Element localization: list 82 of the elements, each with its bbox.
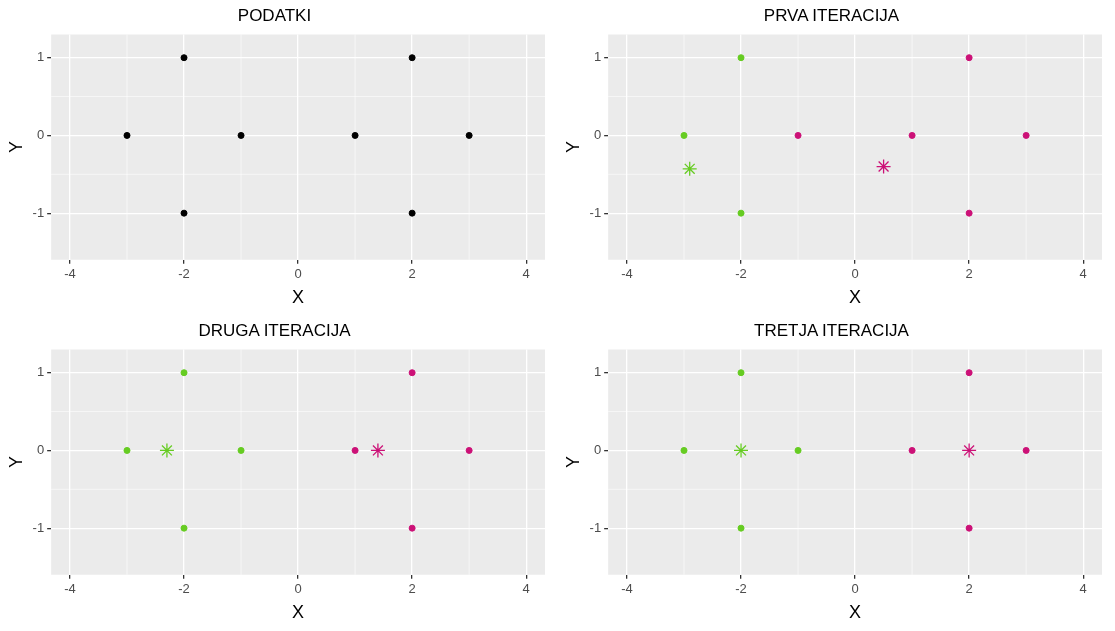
point	[737, 524, 745, 532]
x-tick-label: -2	[178, 266, 190, 282]
x-tick-label: -2	[735, 581, 747, 597]
x-tick-label: -4	[64, 266, 76, 282]
point	[180, 524, 188, 532]
x-tick-label: -4	[621, 581, 633, 597]
point	[737, 54, 745, 62]
x-axis-title: X	[292, 287, 305, 308]
y-tick-label: 0	[593, 127, 602, 143]
x-tick-label: -4	[621, 266, 633, 282]
point	[682, 161, 698, 177]
point	[123, 446, 131, 454]
point	[965, 369, 973, 377]
x-tick-label: 2	[408, 581, 416, 597]
y-axis-title: Y	[5, 456, 26, 469]
point	[159, 442, 175, 459]
y-axis-title: Y	[562, 141, 583, 154]
chart-title: DRUGA ITERACIJA	[198, 320, 352, 340]
x-tick-label: 4	[1079, 581, 1087, 597]
y-tick-label: 1	[593, 364, 602, 380]
x-tick-label: 0	[851, 581, 859, 597]
point	[465, 131, 473, 139]
point	[737, 369, 745, 377]
y-tick-label: -1	[32, 204, 45, 220]
x-tick-label: -2	[178, 581, 190, 597]
y-tick-label: 0	[593, 442, 602, 458]
x-tick-label: 4	[522, 581, 530, 597]
point	[908, 446, 916, 454]
point	[680, 446, 688, 454]
x-axis-title: X	[849, 287, 862, 308]
chart-title: TRETJA ITERACIJA	[754, 320, 910, 340]
x-tick-label: -2	[735, 266, 747, 282]
point	[408, 524, 416, 532]
y-tick-label: -1	[589, 204, 602, 220]
x-tick-label: 4	[1079, 266, 1087, 282]
y-tick-label: 1	[36, 364, 45, 380]
point	[794, 446, 802, 454]
point	[408, 54, 416, 62]
point	[180, 209, 188, 217]
x-tick-label: 2	[408, 266, 416, 282]
y-tick-label: 0	[36, 442, 45, 458]
point	[961, 442, 977, 459]
y-tick-label: 1	[593, 49, 602, 65]
point	[794, 131, 802, 139]
point	[351, 131, 359, 139]
point	[465, 446, 473, 454]
x-tick-label: 2	[965, 581, 973, 597]
point	[180, 369, 188, 377]
y-tick-label: -1	[589, 519, 602, 535]
point	[237, 446, 245, 454]
point	[908, 131, 916, 139]
point	[1022, 446, 1030, 454]
x-tick-label: 0	[294, 581, 302, 597]
y-tick-label: -1	[32, 519, 45, 535]
point	[733, 442, 749, 459]
point	[408, 369, 416, 377]
chart-title: PRVA ITERACIJA	[763, 5, 900, 25]
y-tick-label: 0	[36, 127, 45, 143]
point	[408, 209, 416, 217]
point	[237, 131, 245, 139]
y-axis-title: Y	[5, 141, 26, 154]
point	[1022, 131, 1030, 139]
point	[123, 131, 131, 139]
x-tick-label: -4	[64, 581, 76, 597]
point	[875, 158, 892, 175]
point	[680, 131, 688, 139]
y-axis-title: Y	[562, 456, 583, 469]
point	[737, 209, 745, 217]
point	[965, 209, 973, 217]
point	[351, 446, 359, 454]
x-tick-label: 0	[851, 266, 859, 282]
y-tick-label: 1	[36, 49, 45, 65]
x-axis-title: X	[849, 602, 862, 623]
point	[965, 54, 973, 62]
point	[180, 54, 188, 62]
x-tick-label: 2	[965, 266, 973, 282]
x-tick-label: 0	[294, 266, 302, 282]
point	[965, 524, 973, 532]
x-axis-title: X	[292, 602, 305, 623]
chart-title: PODATKI	[237, 5, 312, 25]
point	[370, 442, 386, 459]
x-tick-label: 4	[522, 266, 530, 282]
